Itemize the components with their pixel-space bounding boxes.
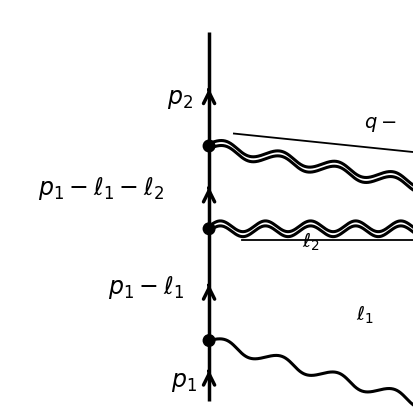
Text: $p_1 - \ell_1 - \ell_2$: $p_1 - \ell_1 - \ell_2$ <box>38 174 163 202</box>
Text: $p_1 - \ell_1$: $p_1 - \ell_1$ <box>108 273 184 301</box>
Text: $p_2$: $p_2$ <box>166 88 192 111</box>
Text: $p_1$: $p_1$ <box>170 370 196 394</box>
Text: $\ell_2$: $\ell_2$ <box>301 230 319 253</box>
Circle shape <box>203 141 214 152</box>
Text: $\ell_1$: $\ell_1$ <box>355 303 373 325</box>
Circle shape <box>203 335 214 347</box>
Circle shape <box>203 223 214 235</box>
Text: $q -$: $q -$ <box>363 114 396 133</box>
